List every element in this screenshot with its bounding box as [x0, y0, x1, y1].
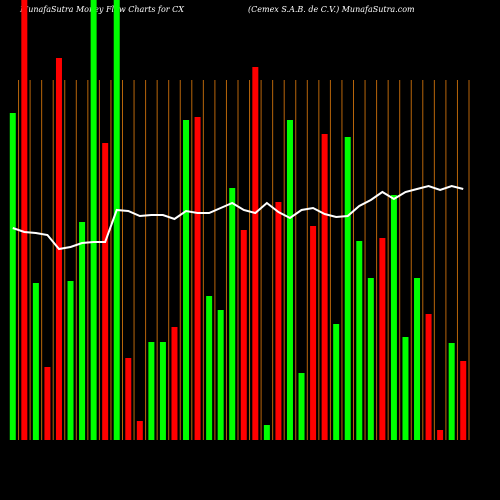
chart-subtitle: (Cemex S.A.B. de C.V.) MunafaSutra.com — [248, 5, 415, 14]
bar — [136, 421, 143, 440]
bar — [414, 278, 421, 440]
bar — [252, 67, 259, 440]
bar — [240, 230, 247, 440]
bar — [206, 296, 213, 440]
bar — [79, 222, 86, 440]
bar — [460, 361, 467, 440]
bar — [183, 120, 190, 440]
bar — [67, 281, 74, 440]
bar — [448, 343, 455, 440]
bar — [367, 278, 374, 440]
bar — [148, 342, 155, 440]
bar — [21, 0, 28, 440]
bar — [113, 0, 120, 440]
bar — [217, 310, 224, 440]
bar — [437, 430, 444, 440]
bar — [263, 425, 270, 440]
bar — [171, 327, 178, 440]
bar — [379, 238, 386, 440]
bar — [425, 314, 432, 440]
chart-title: MunafaSutra Money Flow Charts for CX — [19, 5, 184, 14]
bar — [125, 358, 132, 440]
bar — [390, 195, 397, 440]
bar — [321, 134, 328, 440]
flow-line — [12, 184, 464, 251]
bar — [102, 143, 109, 440]
bar — [333, 324, 340, 440]
bar — [286, 120, 293, 440]
bar — [402, 337, 409, 440]
bar — [344, 137, 351, 440]
bar — [159, 342, 166, 440]
bar — [32, 283, 39, 440]
bar — [229, 188, 236, 440]
bar — [90, 0, 97, 440]
bar — [44, 367, 51, 440]
bar — [9, 113, 16, 440]
bar — [298, 373, 305, 440]
bar — [275, 202, 282, 440]
bar — [310, 226, 317, 440]
bar — [194, 117, 201, 440]
bar — [356, 241, 363, 440]
